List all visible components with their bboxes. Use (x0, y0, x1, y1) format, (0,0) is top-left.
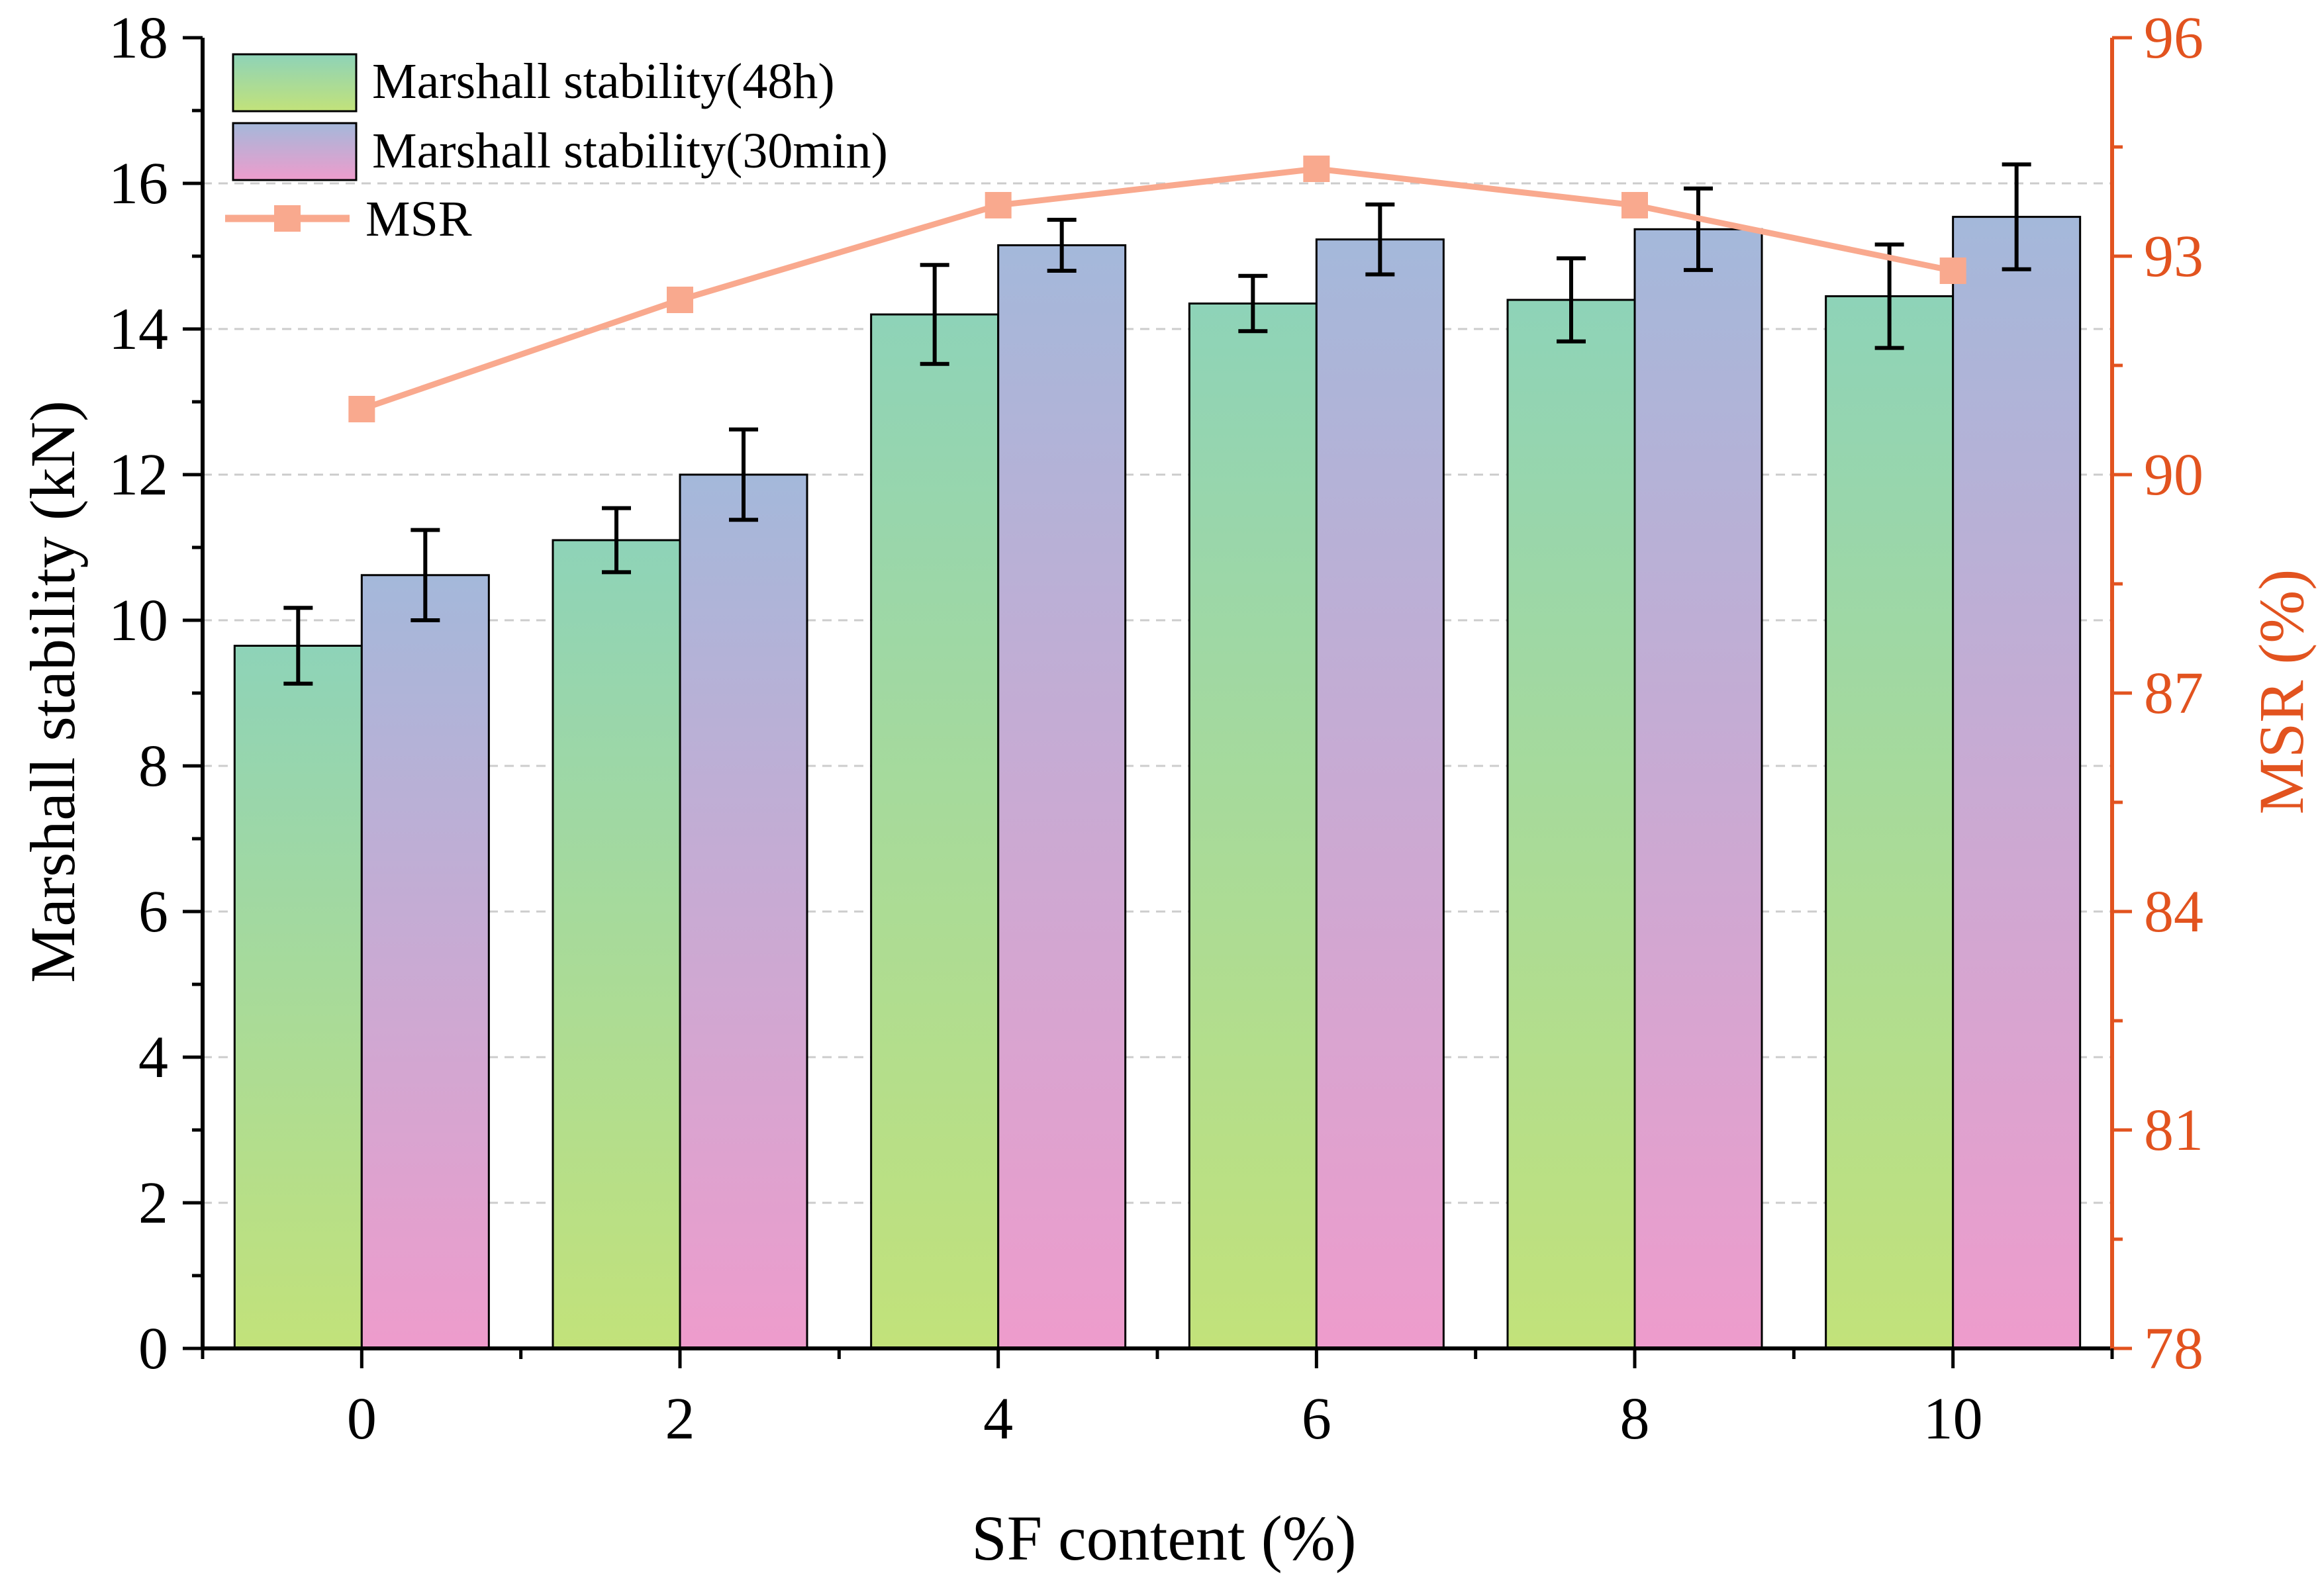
y-tick-label: 6 (138, 879, 168, 945)
y-tick-label: 10 (109, 588, 168, 653)
y-tick-label: 12 (109, 442, 168, 508)
legend-label-48h: Marshall stability(48h) (372, 54, 835, 109)
legend: Marshall stability(48h) Marshall stabili… (225, 53, 888, 247)
x-tick-label: 8 (1620, 1386, 1650, 1452)
y-tick-label: 8 (138, 733, 168, 799)
legend-marker-msr (274, 205, 301, 232)
msr-point (348, 396, 375, 422)
bar-48h (233, 645, 363, 1350)
x-tick-label: 2 (665, 1386, 695, 1452)
x-tick-label: 6 (1302, 1386, 1331, 1452)
y2-tick-label: 84 (2144, 879, 2203, 945)
axes: 0 2 4 6 8 10 12 14 16 18 78 81 84 87 90 93 96 0 2 4 6 8 10 (109, 5, 2203, 1452)
bar-48h (1506, 299, 1636, 1350)
grid-lines (203, 182, 2112, 1204)
msr-point (1303, 156, 1330, 182)
y2-tick-label: 81 (2144, 1098, 2203, 1163)
legend-label-30min: Marshall stability(30min) (372, 123, 888, 179)
bar-48h (552, 539, 681, 1350)
msr-point (1939, 258, 1966, 284)
y-axis-title: Marshall stability (kN) (17, 400, 88, 983)
y-tick-label: 2 (138, 1170, 168, 1236)
bar-30min (1633, 228, 1763, 1350)
legend-swatch-48h (232, 53, 358, 113)
bar-30min (997, 244, 1127, 1350)
bar-30min (1315, 238, 1445, 1350)
x-tick-label: 4 (983, 1386, 1013, 1452)
bar-30min (679, 473, 808, 1350)
y2-tick-label: 78 (2144, 1316, 2203, 1382)
y-tick-label: 14 (109, 297, 168, 362)
x-tick-label: 0 (347, 1386, 377, 1452)
x-tick-label: 10 (1923, 1386, 1983, 1452)
msr-point (667, 287, 693, 313)
legend-label-msr: MSR (365, 191, 472, 247)
bars (233, 216, 2082, 1350)
error-bars (283, 162, 2031, 686)
y-tick-label: 0 (138, 1316, 168, 1382)
bar-30min (360, 574, 490, 1350)
bar-30min (1952, 216, 2082, 1350)
y2-tick-label: 90 (2144, 442, 2203, 508)
bar-48h (1188, 303, 1318, 1350)
y2-tick-label: 96 (2144, 5, 2203, 71)
bar-48h (1825, 295, 1955, 1350)
legend-swatch-30min (232, 122, 358, 181)
msr-point (1621, 192, 1648, 218)
y2-axis-title: MSR (%) (2246, 569, 2317, 815)
msr-point (985, 192, 1012, 218)
y2-tick-label: 87 (2144, 661, 2203, 726)
y2-tick-label: 93 (2144, 224, 2203, 289)
y-tick-label: 4 (138, 1025, 168, 1090)
bar-48h (870, 313, 1000, 1350)
y-tick-label: 18 (109, 5, 168, 71)
msr-line (360, 165, 1954, 412)
x-axis-title: SF content (%) (971, 1503, 1356, 1573)
msr-line-series (348, 156, 1966, 422)
y-tick-label: 16 (109, 151, 168, 216)
